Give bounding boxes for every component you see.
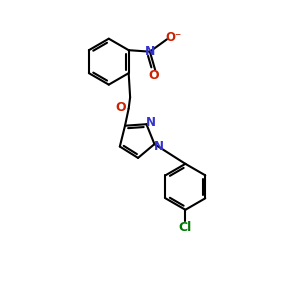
Text: O⁻: O⁻ <box>165 31 182 44</box>
Text: O: O <box>148 69 159 82</box>
Text: Cl: Cl <box>179 221 192 234</box>
Text: O: O <box>115 100 126 113</box>
Text: N: N <box>146 116 155 129</box>
Text: N: N <box>154 140 164 153</box>
Text: N: N <box>145 45 155 58</box>
